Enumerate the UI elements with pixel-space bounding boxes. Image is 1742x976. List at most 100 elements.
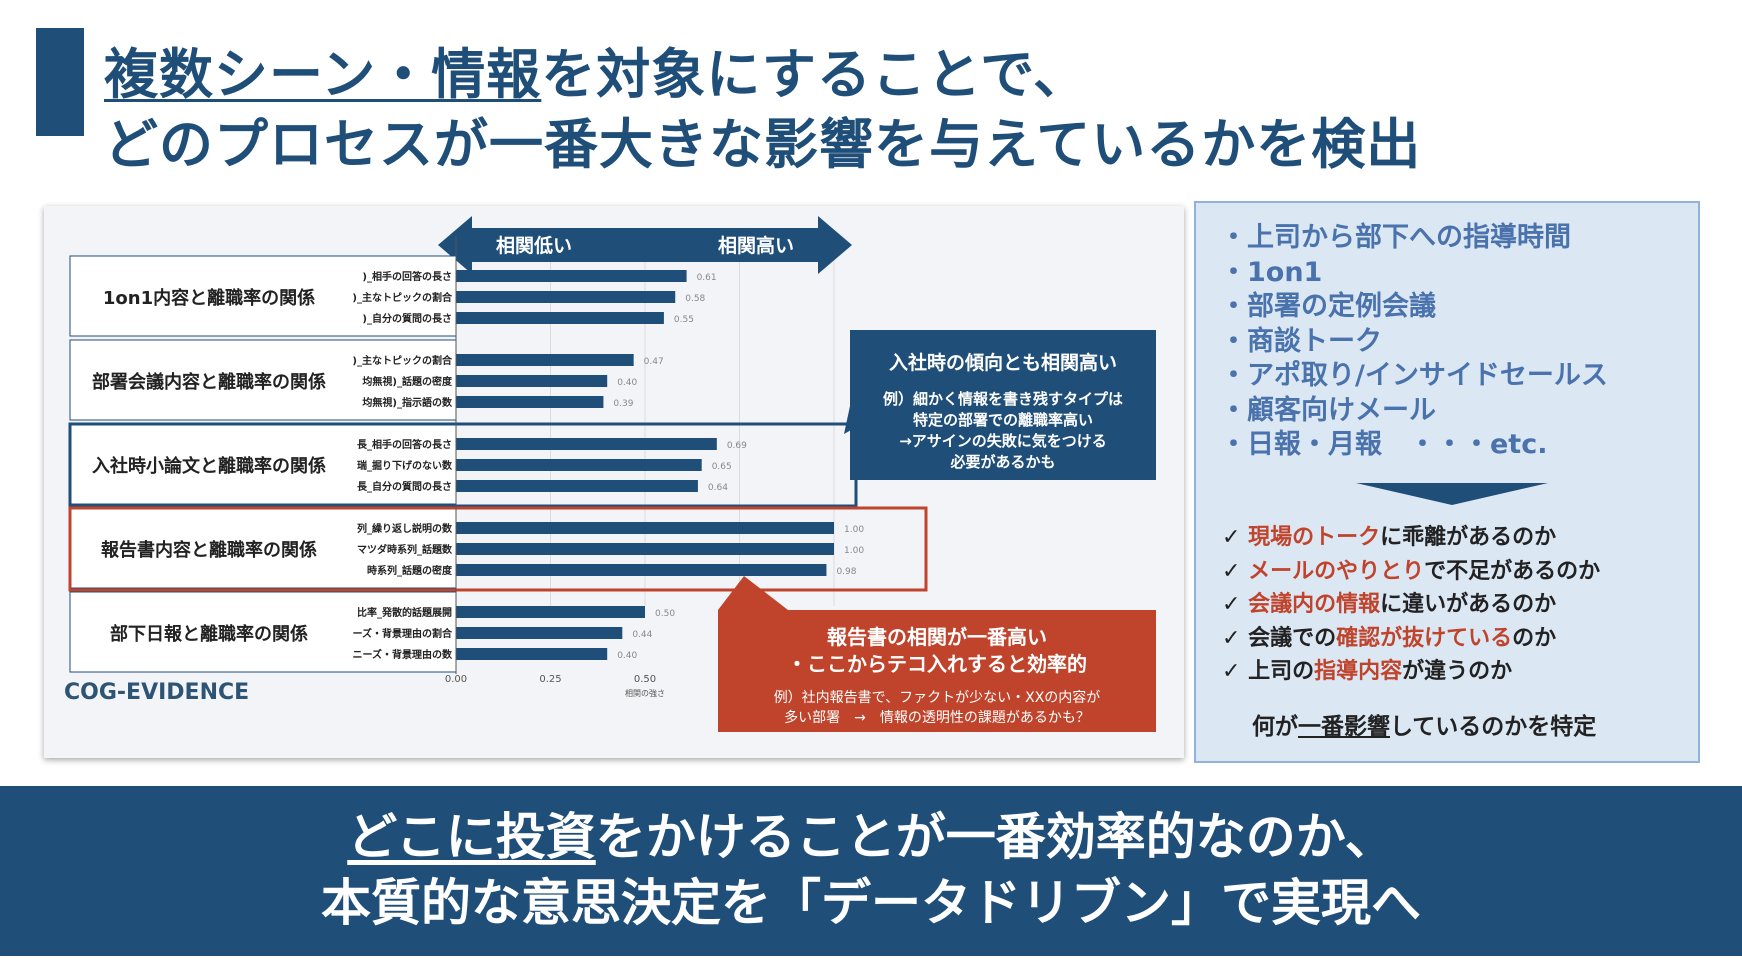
check-post: に乖離があるのか [1380,525,1557,550]
group-label: 報告書内容と離職率の関係 [101,539,317,561]
value-label: 0.47 [644,357,664,367]
bar-label: マツダ時系列_話題数 [357,543,453,556]
bottom-banner: どこに投資をかけることが一番効率的なのか、 本質的な意思決定を「データドリブン」… [0,786,1742,956]
value-label: 0.58 [685,294,705,304]
value-label: 0.40 [617,378,637,388]
check-post: のか [1512,625,1557,651]
check-item: ✓ 会議内の情報に違いがあるのか [1222,588,1600,622]
x-tick-label: 0.25 [539,674,561,685]
bar [456,606,645,618]
value-label: 0.44 [632,630,652,640]
value-label: 0.55 [674,315,694,325]
bar [456,480,698,492]
bar [456,291,676,303]
x-tick-label: 0.00 [445,674,467,685]
logo-text: COG-EVIDENCE [64,680,250,705]
bar-label: )_相手の回答の長さ [362,270,452,283]
bar-label: 列_繰り返し説明の数 [357,522,453,535]
value-label: 0.98 [836,567,856,577]
bar-label: )_主なトピックの割合 [352,291,453,304]
title-accent-bar [36,28,84,136]
group-label-box [69,591,457,673]
value-label: 0.69 [727,441,747,451]
bar [456,648,608,660]
callout-body: 例）細かく情報を書き残すタイプは 特定の部署での離職率高い →アサインの失敗に気… [850,389,1156,473]
conclusion: 何が一番影響しているのかを特定 [1252,707,1596,741]
bar [456,564,827,576]
bar-label: )_主なトピックの割合 [352,354,453,367]
check-highlight: 確認が抜けている [1336,625,1513,651]
x-tick-label: 0.50 [634,674,656,685]
arrow-label-low: 相関低い [496,234,572,257]
check-pre: ✓ 会議での [1222,625,1337,651]
red-heading-2: ・ここからテコ入れすると効率的 [787,652,1087,676]
red-body-2: 多い部署 → 情報の透明性の課題があるかも？ [784,710,1090,726]
callout-report: 報告書の相関が一番高い ・ここからテコ入れすると効率的 例）社内報告書で、ファク… [718,610,1156,732]
bar [456,375,608,387]
arrow-label-high: 相関高い [718,234,794,257]
value-label: 0.50 [655,609,675,619]
bar-label: ーズ・背景理由の割合 [353,627,453,640]
check-highlight: 現場のトーク [1248,525,1381,550]
check-post: が違うのか [1402,659,1513,684]
source-item: ・顧客向けメール [1220,394,1436,426]
source-item: ・アポ取り/インサイドセールス [1220,360,1608,391]
sources-panel: ・上司から部下への指導時間 ・1on1 ・部署の定例会議 ・商談トーク ・アポ取… [1194,201,1700,763]
check-list: ✓ 現場のトークに乖離があるのか ✓ メールのやりとりで不足があるのか ✓ 会議… [1222,521,1600,689]
callout-line: 特定の部署での離職率高い [912,411,1093,429]
group-label: 部署会議内容と離職率の関係 [92,371,326,393]
value-label: 1.00 [844,525,864,535]
source-item: ・商談トーク [1220,325,1382,357]
bar-label: ニーズ・背景理由の数 [353,648,453,661]
check-post: に違いがあるのか [1380,592,1557,617]
conclusion-underlined: 一番影響 [1298,714,1390,740]
callout-line: →アサインの失敗に気をつける [899,432,1107,450]
check-pre: ✓ 上司の [1222,659,1315,684]
value-label: 0.64 [708,483,728,493]
bar-label: 比率_発散的話題展開 [357,606,452,619]
check-highlight: 指導内容 [1314,659,1403,684]
check-item: ✓ 会議での確認が抜けているのか [1222,622,1600,656]
chart-panel: 相関低い 相関高い 1on1内容と離職率の関係)_相手の回答の長さ 0.61)_主なト… [44,206,1184,758]
bar-label: 均無視)_指示語の数 [362,396,453,409]
callout-entrance-essay: 入社時の傾向とも相関高い 例）細かく情報を書き残すタイプは 特定の部署での離職率… [850,330,1156,480]
check-post: で不足があるのか [1424,558,1601,584]
bar [456,627,623,639]
bottom-line1: どこに投資をかけることが一番効率的なのか、 [0,804,1742,870]
bar-label: )_自分の質問の長さ [362,312,452,325]
red-callout-pointer [718,576,788,610]
group-label: 部下日報と離職率の関係 [110,623,308,645]
group-label: 入社時小論文と離職率の関係 [92,455,326,477]
group-label-box [69,255,457,337]
source-item: ・日報・月報 ・・・etc. [1220,429,1548,460]
bar [456,312,664,324]
red-callout-body: 例）社内報告書で、ファクトが少ない・XXの内容が 多い部署 → 情報の透明性の課… [718,688,1156,728]
bar-label: 瑞_掘り下げのない数 [357,459,453,472]
source-list: ・上司から部下への指導時間 ・1on1 ・部署の定例会議 ・商談トーク ・アポ取… [1220,221,1608,463]
bar-label: 均無視)_話題の密度 [362,375,453,388]
bar [456,354,634,366]
value-label: 0.39 [613,399,633,409]
check-highlight: 会議内の情報 [1248,592,1381,617]
value-label: 0.61 [697,273,717,283]
group-label-box [69,507,457,589]
double-arrow-icon [438,216,852,274]
title-underlined: 複数シーン・情報 [104,43,542,106]
bottom-line2: 本質的な意思決定を「データドリブン」で実現へ [321,874,1421,932]
title-line1-rest: を対象にすることで、 [541,43,1089,106]
callout-line: 必要があるかも [950,453,1056,471]
check-item: ✓ メールのやりとりで不足があるのか [1222,555,1600,589]
red-body-1: 例）社内報告書で、ファクトが少ない・XXの内容が [773,690,1101,706]
check-highlight: メールのやりとり [1248,558,1425,584]
down-arrow-icon [1356,483,1548,505]
conclusion-post: しているのかを特定 [1390,714,1597,740]
value-label: 0.40 [617,651,637,661]
red-heading-1: 報告書の相関が一番高い [827,625,1047,649]
bar-label: 長_自分の質問の長さ [357,480,452,493]
bar-label: 長_相手の回答の長さ [357,438,452,451]
check-pre: ✓ [1222,558,1249,584]
check-pre: ✓ [1222,525,1249,550]
cog-evidence-logo: COG-EVIDENCE [64,680,249,705]
source-item: ・部署の定例会議 [1220,291,1436,322]
source-item: ・上司から部下への指導時間 [1220,222,1571,253]
